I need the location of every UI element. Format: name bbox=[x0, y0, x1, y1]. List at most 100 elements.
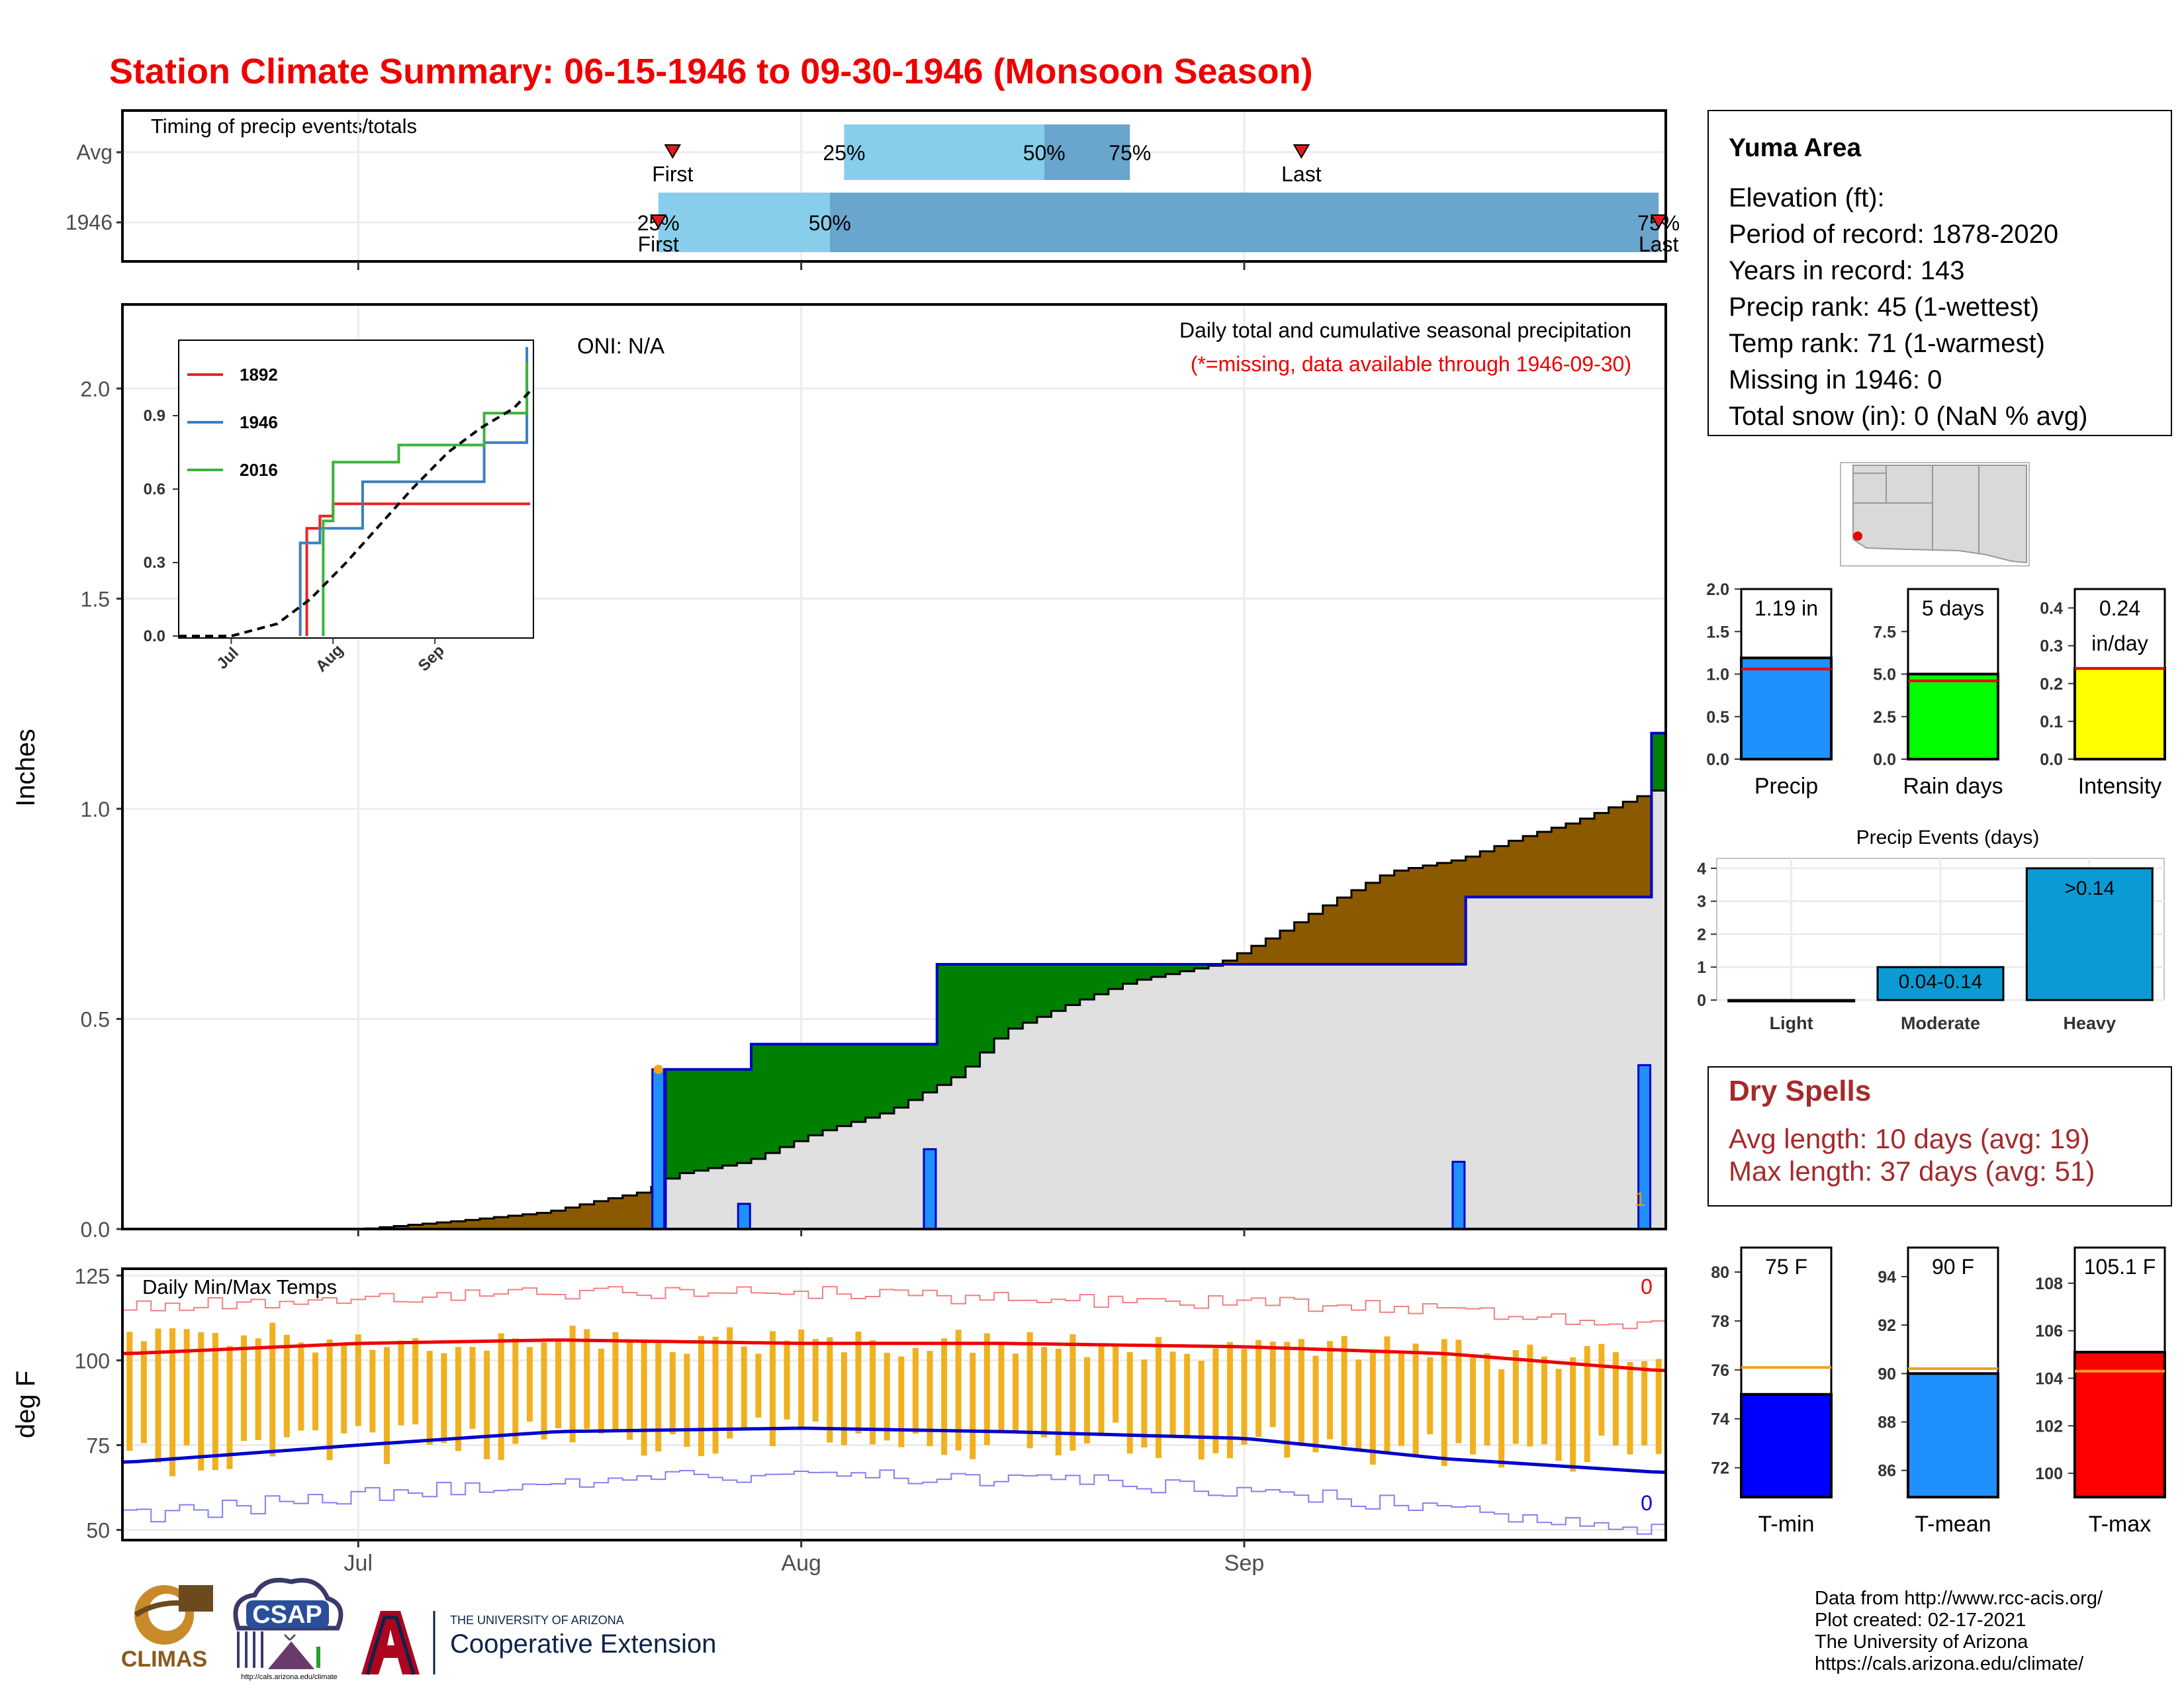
events-y-tick-label: 2 bbox=[1697, 925, 1706, 944]
below-average-deficit bbox=[1494, 846, 1510, 897]
daily-temp-range-bar bbox=[855, 1331, 862, 1434]
above-average-surplus bbox=[951, 964, 966, 1077]
daily-temp-range-bar bbox=[140, 1341, 147, 1443]
bar-value-label: 105.1 F bbox=[2084, 1255, 2156, 1279]
above-average-surplus bbox=[880, 1044, 895, 1114]
daily-temp-range-bar bbox=[498, 1333, 504, 1460]
daily-temp-range-bar bbox=[283, 1334, 290, 1438]
credit-line-university: The University of Arizona bbox=[1815, 1631, 2028, 1653]
bar-value bbox=[1907, 1372, 1999, 1498]
above-average-surplus bbox=[1179, 964, 1195, 972]
timing-pct-label: 50% bbox=[1023, 141, 1066, 165]
month-label: Sep bbox=[1224, 1551, 1265, 1576]
above-average-surplus bbox=[765, 1044, 780, 1154]
below-average-deficit bbox=[1251, 946, 1267, 964]
daily-temp-range-bar bbox=[1355, 1359, 1362, 1450]
daily-precip-bar bbox=[923, 1148, 937, 1230]
bar-y-tick-label: 106 bbox=[2035, 1322, 2063, 1341]
logo-strip: CLIMAS CSAP http://cals.arizona.edu/clim… bbox=[121, 1578, 716, 1682]
below-average-deficit bbox=[1551, 827, 1567, 897]
daily-temp-range-bar bbox=[1055, 1348, 1062, 1456]
bar-y-tick-label: 76 bbox=[1711, 1361, 1729, 1380]
daily-precip-bar bbox=[737, 1203, 751, 1230]
precip-ylabel: Inches bbox=[11, 729, 40, 807]
daily-temp-range-bar bbox=[1484, 1353, 1490, 1446]
below-average-deficit bbox=[1322, 905, 1338, 964]
below-average-deficit bbox=[1308, 913, 1324, 964]
events-y-tick-label: 4 bbox=[1697, 860, 1706, 878]
daily-temp-range-bar bbox=[1155, 1337, 1161, 1459]
above-average-surplus bbox=[1651, 733, 1666, 791]
daily-temp-range-bar bbox=[1412, 1344, 1419, 1457]
daily-temp-range-bar bbox=[1312, 1355, 1319, 1453]
ua-small-text: THE UNIVERSITY OF ARIZONA bbox=[450, 1614, 624, 1627]
bar-value-label: 75 F bbox=[1765, 1255, 1807, 1279]
daily-temp-range-bar bbox=[426, 1351, 433, 1445]
daily-temp-range-bar bbox=[1498, 1369, 1505, 1468]
bar-y-tick-label: 0.3 bbox=[2040, 637, 2063, 656]
info-line-precip-rank: Precip rank: 45 (1-wettest) bbox=[1729, 293, 2039, 322]
events-bar-value-label: >0.14 bbox=[2064, 878, 2115, 899]
above-average-surplus bbox=[1023, 964, 1038, 1023]
above-average-surplus bbox=[837, 1044, 852, 1126]
first-event-marker bbox=[664, 144, 682, 159]
above-average-surplus bbox=[708, 1069, 723, 1168]
inset-line-1946 bbox=[298, 347, 529, 636]
timing-pct-label: 25% bbox=[823, 141, 865, 165]
temps-title: Daily Min/Max Temps bbox=[142, 1275, 337, 1299]
daily-temp-range-bar bbox=[1327, 1341, 1334, 1440]
inset-y-tick-label: 0.0 bbox=[144, 627, 165, 645]
below-average-deficit bbox=[1265, 938, 1281, 964]
precip-y-tick-label: 1.5 bbox=[81, 588, 110, 612]
daily-temp-range-bar bbox=[169, 1328, 176, 1477]
credit-line-url: https://cals.arizona.edu/climate/ bbox=[1815, 1653, 2084, 1674]
above-average-surplus bbox=[780, 1044, 795, 1148]
bar-value-label: 90 F bbox=[1932, 1255, 1974, 1279]
normal-min-line bbox=[122, 1426, 1666, 1474]
above-average-surplus bbox=[965, 964, 981, 1067]
daily-temp-range-bar bbox=[955, 1330, 962, 1451]
month-label: Jul bbox=[344, 1551, 373, 1576]
daily-temp-range-bar bbox=[983, 1333, 990, 1445]
daily-temp-range-bar bbox=[484, 1350, 490, 1459]
daily-temp-range-bar bbox=[1441, 1339, 1447, 1467]
daily-temp-range-bar bbox=[1427, 1357, 1433, 1435]
daily-temp-range-bar bbox=[627, 1342, 633, 1440]
timing-row-label: Avg bbox=[76, 140, 113, 164]
daily-temp-range-bar bbox=[398, 1340, 404, 1426]
daily-temp-range-bar bbox=[1098, 1346, 1105, 1436]
below-average-deficit bbox=[408, 1224, 424, 1229]
above-average-surplus bbox=[1051, 964, 1066, 1011]
above-average-surplus bbox=[1137, 964, 1152, 980]
map-state-region bbox=[1852, 465, 2027, 564]
below-average-deficit bbox=[1380, 875, 1395, 964]
first-event-dot bbox=[653, 1064, 663, 1074]
below-average-deficit bbox=[465, 1220, 480, 1229]
csap-logo[interactable]: CSAP http://cals.arizona.edu/climate bbox=[233, 1578, 343, 1682]
climas-logo[interactable]: CLIMAS bbox=[121, 1585, 213, 1672]
below-average-deficit bbox=[1394, 870, 1409, 964]
bar-y-tick-label: 5.0 bbox=[1873, 666, 1896, 684]
precip-note: Daily total and cumulative seasonal prec… bbox=[1179, 318, 1631, 342]
daily-temp-range-bar bbox=[441, 1353, 447, 1443]
ua-logo[interactable]: THE UNIVERSITY OF ARIZONA Cooperative Ex… bbox=[361, 1611, 716, 1675]
timing-row-label: 1946 bbox=[66, 210, 113, 234]
above-average-surplus bbox=[808, 1044, 823, 1136]
inset-y-tick-label: 0.9 bbox=[144, 407, 165, 425]
dry-spells-max: Max length: 37 days (avg: 51) bbox=[1729, 1156, 2095, 1187]
above-average-surplus bbox=[1151, 964, 1166, 977]
last-event-label: Last bbox=[1281, 162, 1322, 186]
below-average-deficit bbox=[422, 1223, 437, 1229]
daily-temp-range-bar bbox=[1026, 1332, 1033, 1449]
below-average-deficit bbox=[508, 1215, 523, 1229]
daily-temp-range-bar bbox=[355, 1334, 361, 1426]
daily-temp-range-bar bbox=[1612, 1351, 1619, 1446]
daily-temp-range-bar bbox=[383, 1347, 390, 1464]
ua-coop-extension: Cooperative Extension bbox=[450, 1629, 716, 1659]
daily-temp-range-bar bbox=[1069, 1334, 1076, 1451]
daily-temp-range-bar bbox=[970, 1352, 976, 1459]
below-average-deficit bbox=[622, 1195, 637, 1229]
daily-temp-range-bar bbox=[1584, 1346, 1590, 1463]
events-title: Precip Events (days) bbox=[1856, 827, 2040, 848]
